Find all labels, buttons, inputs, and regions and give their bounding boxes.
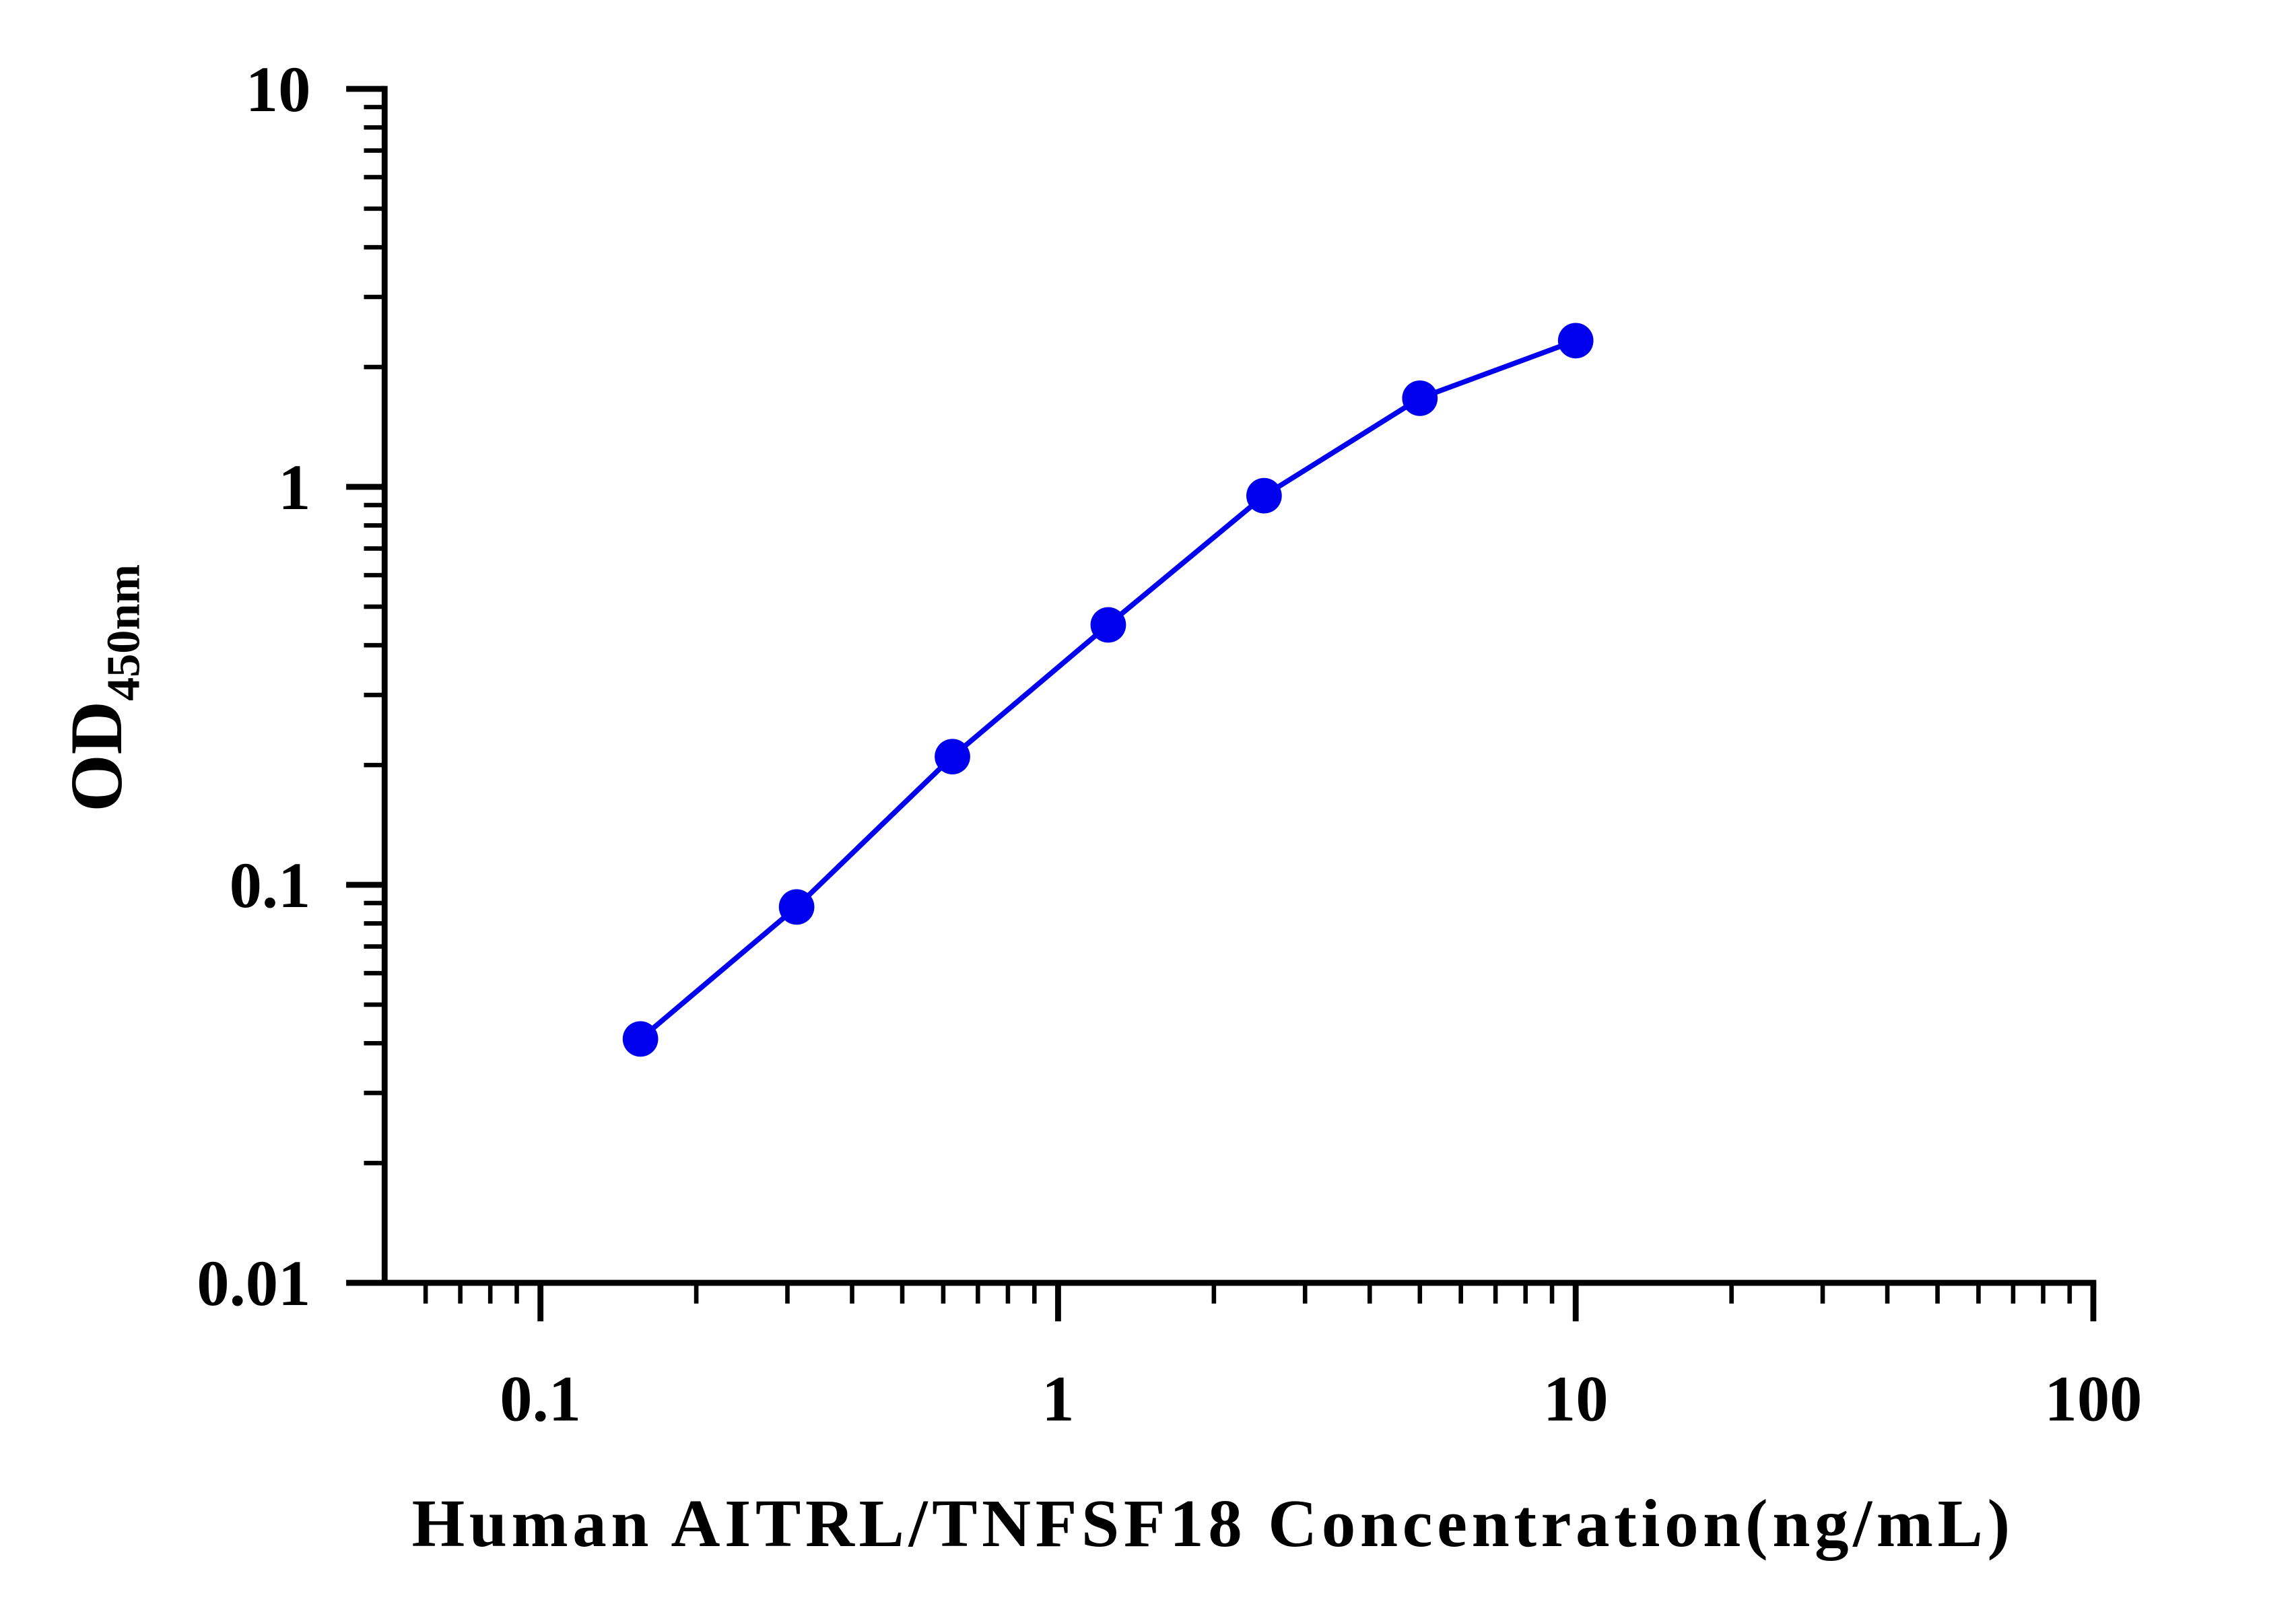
y-axis-label-subscript: 450nm <box>98 564 150 701</box>
y-tick-label: 0.01 <box>197 1247 310 1319</box>
x-tick-label: 10 <box>1543 1362 1609 1434</box>
y-axis-label: OD450nm <box>55 564 149 812</box>
x-tick-label: 0.1 <box>500 1362 581 1434</box>
data-point <box>1402 380 1438 416</box>
data-point <box>622 1021 659 1057</box>
data-point <box>1246 477 1282 514</box>
data-point <box>778 889 815 925</box>
data-point <box>935 739 970 774</box>
x-axis-label: Human AITRL/TNFSF18 Concentration(ng/mL) <box>412 1485 2015 1561</box>
data-line <box>638 338 1577 1041</box>
data-point <box>1557 323 1594 359</box>
y-tick-label: 10 <box>246 53 311 125</box>
x-tick-label: 1 <box>1042 1362 1074 1434</box>
data-point <box>1090 607 1126 643</box>
x-tick-label: 100 <box>2044 1362 2142 1434</box>
y-axis-label-main: OD <box>55 701 137 812</box>
y-tick-label: 0.1 <box>230 849 311 921</box>
y-tick-label: 1 <box>278 451 310 523</box>
